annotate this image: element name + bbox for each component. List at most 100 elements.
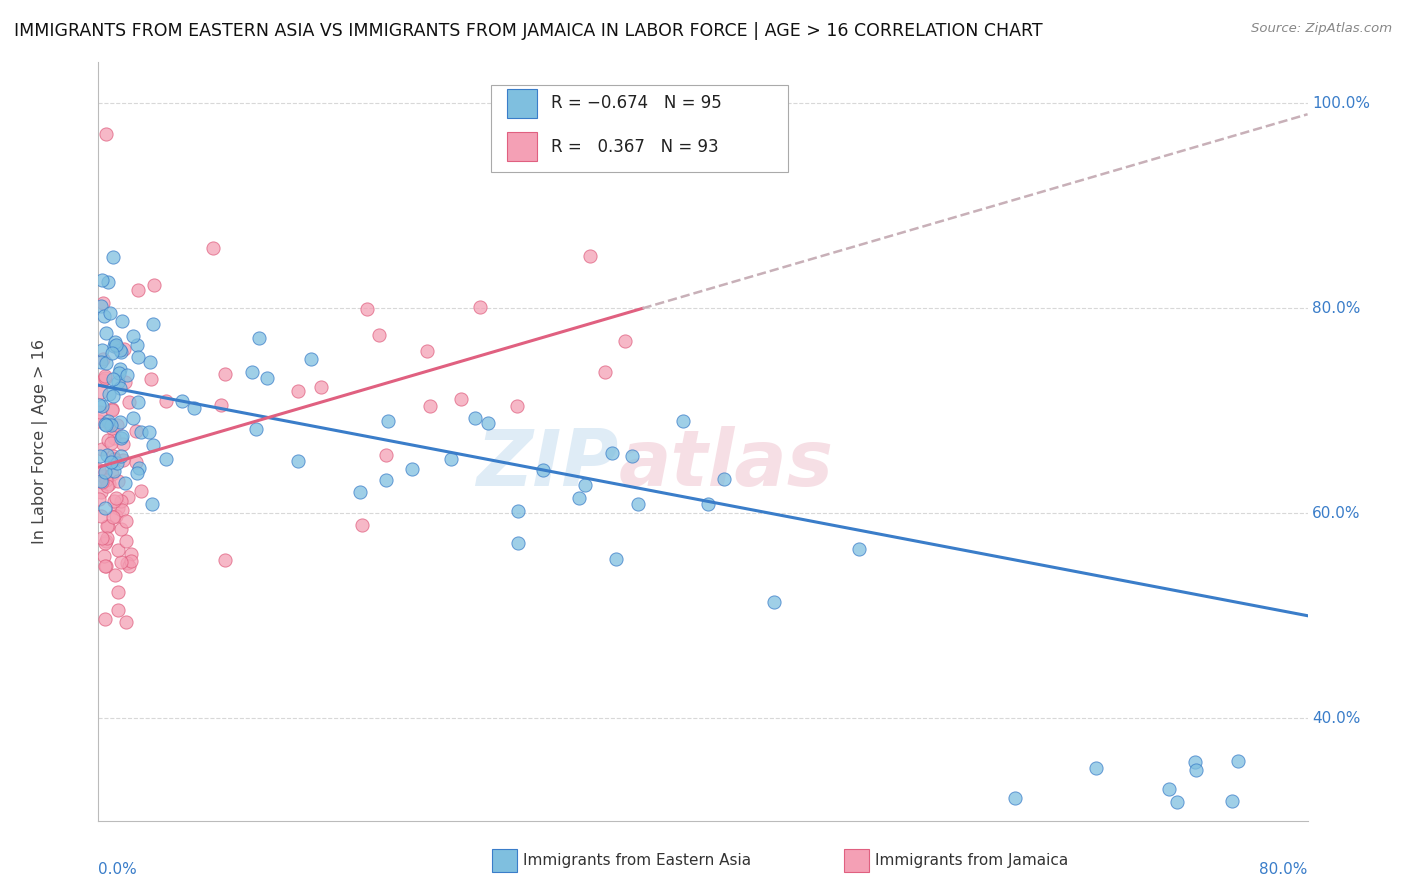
Text: R =   0.367   N = 93: R = 0.367 N = 93 bbox=[551, 137, 718, 155]
Point bbox=[450, 392, 472, 406]
Point bbox=[94, 127, 117, 141]
Point bbox=[848, 542, 870, 557]
Point bbox=[621, 449, 644, 463]
Point bbox=[115, 556, 138, 570]
Point bbox=[299, 352, 322, 367]
Point bbox=[464, 411, 486, 425]
Point bbox=[110, 493, 132, 508]
Point bbox=[94, 418, 117, 433]
Point bbox=[100, 435, 122, 450]
Point bbox=[1166, 796, 1188, 810]
Point bbox=[90, 508, 112, 523]
Point bbox=[96, 479, 118, 493]
Point bbox=[110, 344, 132, 359]
Point bbox=[93, 612, 115, 626]
Point bbox=[183, 401, 205, 415]
Point bbox=[170, 394, 193, 409]
Point bbox=[108, 366, 131, 380]
Point bbox=[141, 372, 163, 386]
Point bbox=[506, 399, 529, 413]
Point bbox=[605, 552, 627, 566]
Point bbox=[91, 273, 114, 287]
Bar bbox=[508, 89, 537, 118]
Point bbox=[91, 351, 114, 366]
Point bbox=[115, 515, 138, 529]
Point bbox=[508, 504, 530, 518]
Text: 80.0%: 80.0% bbox=[1260, 863, 1308, 878]
Point bbox=[531, 463, 554, 477]
Point bbox=[104, 491, 127, 506]
Point bbox=[110, 381, 132, 395]
Point bbox=[90, 355, 112, 369]
Point bbox=[100, 455, 122, 469]
Text: 100.0%: 100.0% bbox=[1312, 96, 1369, 111]
Point bbox=[101, 510, 124, 524]
Point bbox=[375, 448, 398, 462]
Point bbox=[90, 531, 112, 545]
Point bbox=[114, 533, 136, 548]
Point bbox=[96, 519, 118, 533]
Point bbox=[127, 283, 149, 297]
Point bbox=[105, 338, 128, 352]
Point bbox=[574, 478, 596, 492]
Point bbox=[415, 344, 437, 359]
Point bbox=[245, 422, 267, 436]
Point bbox=[762, 595, 785, 609]
Point bbox=[103, 339, 125, 353]
Point bbox=[419, 399, 441, 413]
Point bbox=[103, 389, 125, 403]
Point bbox=[118, 394, 141, 409]
Text: IMMIGRANTS FROM EASTERN ASIA VS IMMIGRANTS FROM JAMAICA IN LABOR FORCE | AGE > 1: IMMIGRANTS FROM EASTERN ASIA VS IMMIGRAN… bbox=[14, 22, 1043, 40]
Point bbox=[142, 318, 165, 332]
Point bbox=[93, 309, 115, 323]
Point bbox=[90, 442, 112, 456]
Point bbox=[115, 368, 138, 382]
Text: In Labor Force | Age > 16: In Labor Force | Age > 16 bbox=[32, 339, 48, 544]
Point bbox=[139, 355, 162, 369]
Point bbox=[103, 452, 125, 467]
Point bbox=[87, 491, 110, 506]
Point bbox=[122, 410, 145, 425]
Point bbox=[349, 484, 371, 499]
Point bbox=[96, 448, 118, 462]
Point bbox=[111, 503, 134, 517]
Point bbox=[593, 365, 616, 379]
Text: Immigrants from Jamaica: Immigrants from Jamaica bbox=[875, 854, 1067, 868]
Point bbox=[129, 425, 152, 439]
Point bbox=[89, 414, 111, 428]
Point bbox=[96, 531, 118, 545]
Point bbox=[311, 380, 333, 394]
Point bbox=[90, 385, 112, 400]
Point bbox=[103, 431, 125, 445]
Point bbox=[98, 306, 121, 320]
Point bbox=[105, 418, 128, 433]
Point bbox=[111, 453, 134, 467]
Point bbox=[114, 375, 136, 389]
Point bbox=[104, 509, 127, 524]
Point bbox=[125, 338, 148, 352]
Point bbox=[214, 553, 236, 567]
Point bbox=[120, 554, 142, 568]
Point bbox=[96, 558, 118, 573]
Point bbox=[89, 449, 111, 463]
Point bbox=[209, 398, 232, 412]
Point bbox=[103, 250, 125, 264]
Point bbox=[107, 585, 129, 599]
Point bbox=[103, 372, 125, 386]
Point bbox=[110, 314, 132, 328]
Point bbox=[91, 468, 114, 483]
Point bbox=[94, 371, 117, 385]
Point bbox=[671, 413, 693, 427]
Point bbox=[89, 398, 111, 412]
Point bbox=[506, 535, 529, 549]
Point bbox=[97, 417, 120, 431]
Point bbox=[94, 534, 117, 549]
Point bbox=[97, 433, 120, 447]
Point bbox=[101, 346, 124, 360]
Point bbox=[97, 275, 120, 289]
Point bbox=[94, 417, 117, 431]
Point bbox=[107, 475, 129, 489]
Point bbox=[202, 241, 225, 255]
Text: ZIP: ZIP bbox=[477, 426, 619, 502]
Point bbox=[118, 558, 141, 573]
